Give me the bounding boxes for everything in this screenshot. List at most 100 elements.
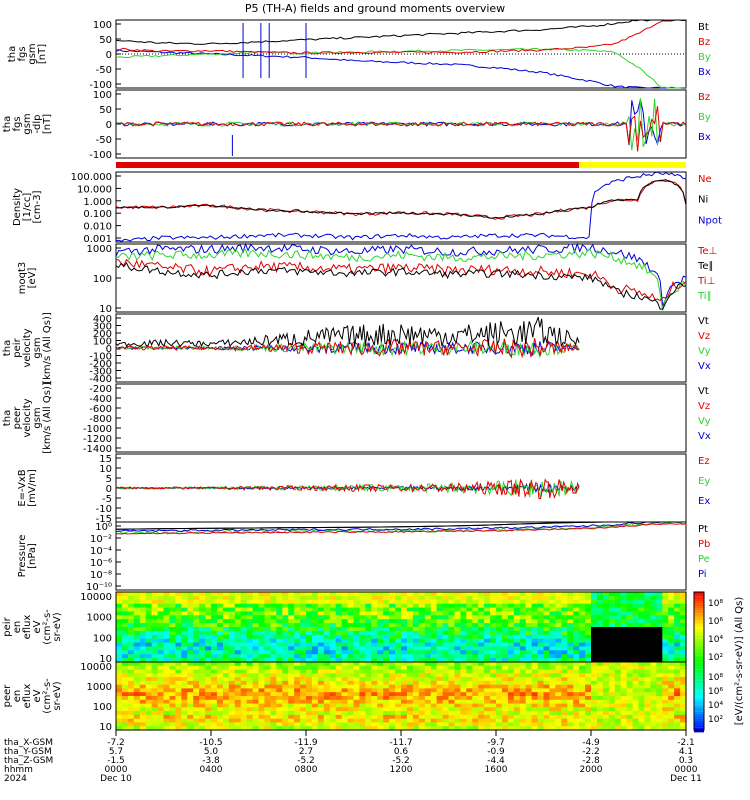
spectrogram-cell bbox=[549, 623, 556, 628]
spectrogram-cell bbox=[674, 684, 681, 690]
spectrogram-cell bbox=[329, 638, 337, 644]
spectrogram-cell bbox=[644, 595, 651, 601]
spectrogram-cell bbox=[513, 707, 521, 712]
spectrogram-cell bbox=[294, 692, 301, 697]
spectrogram-cell bbox=[401, 665, 408, 671]
spectrogram-cell bbox=[460, 630, 467, 636]
spectrogram-cell bbox=[193, 711, 200, 716]
spectrogram-cell bbox=[205, 699, 212, 705]
spectrogram-cell bbox=[193, 607, 200, 613]
spectrogram-cell bbox=[596, 615, 604, 620]
spectrogram-cell bbox=[395, 688, 402, 693]
spectrogram-cell bbox=[211, 711, 218, 716]
spectrogram-cell bbox=[389, 623, 396, 628]
spectrogram-cell bbox=[163, 673, 170, 678]
spectrogram-cell bbox=[466, 658, 473, 663]
spectrogram-cell bbox=[175, 646, 182, 651]
spectrogram-cell bbox=[406, 680, 414, 686]
spectrogram-cell bbox=[157, 726, 165, 731]
spectrogram-cell bbox=[199, 722, 206, 727]
spectrogram-cell bbox=[306, 662, 313, 667]
spectrogram-cell bbox=[199, 680, 206, 686]
spectrogram-cell bbox=[276, 722, 283, 727]
spectrogram-cell bbox=[549, 692, 556, 697]
spectrogram-cell bbox=[644, 669, 651, 674]
spectrogram-cell bbox=[418, 726, 426, 731]
y-tick-label: 10 bbox=[99, 654, 112, 665]
spectrogram-cell bbox=[496, 654, 503, 659]
spectrogram-cell bbox=[246, 650, 254, 655]
x-tick-label: 0000 bbox=[675, 765, 698, 775]
spectrogram-cell bbox=[579, 696, 586, 701]
spectrogram-cell bbox=[406, 707, 414, 712]
colorbar-stop bbox=[694, 606, 704, 609]
spectrogram-cell bbox=[490, 662, 497, 667]
spectrogram-cell bbox=[531, 599, 539, 605]
spectrogram-cell bbox=[555, 615, 562, 620]
spectrogram-cell bbox=[484, 718, 491, 724]
spectrogram-cell bbox=[424, 688, 432, 693]
spectrogram-cell bbox=[430, 658, 438, 663]
spectrogram-cell bbox=[282, 658, 289, 663]
spectrogram-cell bbox=[596, 684, 604, 690]
spectrogram-cell bbox=[151, 650, 159, 655]
spectrogram-cell bbox=[454, 595, 461, 601]
spectrogram-cell bbox=[317, 718, 325, 724]
spectrogram-cell bbox=[341, 599, 349, 605]
spectrogram-cell bbox=[537, 677, 545, 682]
spectrogram-cell bbox=[377, 623, 384, 628]
spectrogram-cell bbox=[282, 692, 289, 697]
spectrogram-cell bbox=[490, 654, 497, 659]
spectrogram-cell bbox=[258, 599, 265, 605]
spectrogram-cell bbox=[490, 696, 497, 701]
spectrogram-cell bbox=[181, 642, 188, 648]
spectrogram-cell bbox=[157, 642, 165, 648]
spectrogram-cell bbox=[133, 722, 141, 727]
series-Te-par bbox=[115, 261, 687, 310]
spectrogram-cell bbox=[169, 638, 176, 644]
spectrogram-cell bbox=[525, 726, 533, 731]
spectrogram-cell bbox=[258, 696, 265, 701]
spectrogram-cell bbox=[519, 599, 527, 605]
spectrogram-cell bbox=[531, 658, 539, 663]
spectrogram-cell bbox=[585, 634, 592, 640]
spectrogram-cell bbox=[264, 619, 271, 624]
spectrogram-cell bbox=[187, 630, 194, 636]
spectrogram-cell bbox=[317, 646, 325, 651]
spectrogram-cell bbox=[525, 599, 533, 605]
spectrogram-cell bbox=[228, 630, 236, 636]
spectrogram-cell bbox=[418, 627, 426, 632]
spectrogram-cell bbox=[591, 696, 598, 701]
spectrogram-cell bbox=[300, 615, 307, 620]
spectrogram-cell bbox=[175, 718, 182, 724]
spectrogram-cell bbox=[436, 646, 444, 651]
spectrogram-cell bbox=[412, 665, 420, 671]
x-tick-label: Dec 10 bbox=[100, 774, 132, 784]
spectrogram-cell bbox=[668, 654, 675, 659]
legend-item: Ey bbox=[698, 476, 710, 487]
spectrogram-cell bbox=[436, 673, 444, 678]
spectrogram-cell bbox=[507, 662, 515, 667]
spectrogram-cell bbox=[507, 658, 515, 663]
spectrogram-cell bbox=[234, 611, 242, 616]
spectrogram-cell bbox=[121, 607, 129, 613]
spectrogram-cell bbox=[430, 615, 438, 620]
spectrogram-cell bbox=[596, 654, 604, 659]
spectrogram-cell bbox=[116, 680, 123, 686]
spectrogram-cell bbox=[525, 703, 533, 708]
spectrogram-cell bbox=[199, 696, 206, 701]
spectrogram-cell bbox=[347, 684, 355, 690]
spectrogram-cell bbox=[234, 722, 242, 727]
spectrogram-cell bbox=[252, 711, 260, 716]
spectrogram-cell bbox=[264, 607, 271, 613]
spectrogram-cell bbox=[205, 615, 212, 620]
y-tick-label: 0.001 bbox=[83, 234, 112, 245]
spectrogram-cell bbox=[323, 619, 331, 624]
spectrogram-cell bbox=[632, 627, 640, 632]
spectrogram-cell bbox=[537, 673, 545, 678]
spectrogram-cell bbox=[211, 634, 218, 640]
spectrogram-cell bbox=[311, 599, 319, 605]
spectrogram-cell bbox=[175, 595, 182, 601]
spectrogram-cell bbox=[276, 696, 283, 701]
spectrogram-cell bbox=[371, 654, 378, 659]
